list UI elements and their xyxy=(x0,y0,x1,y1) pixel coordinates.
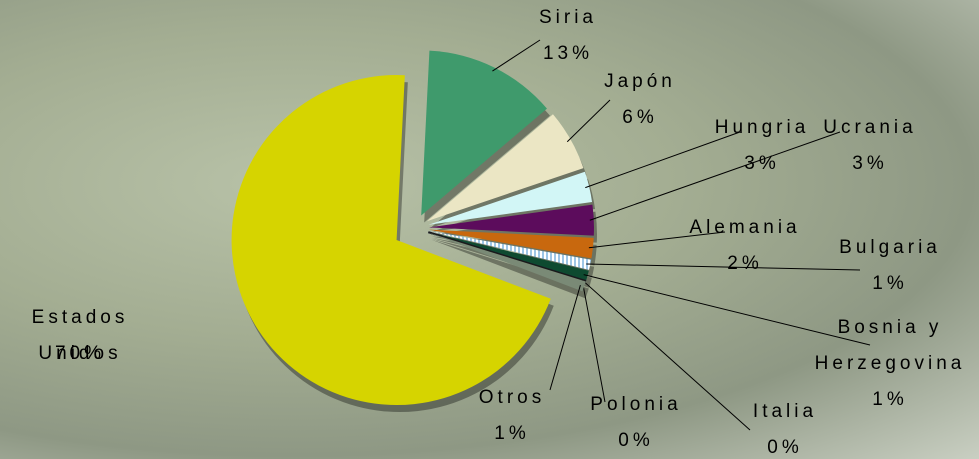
slice-value-label: 1% xyxy=(427,416,597,452)
slice-label: Japón xyxy=(555,64,725,100)
leader-line xyxy=(550,285,580,390)
slice-label: Bulgaria xyxy=(805,230,975,266)
slice-value-label: 3% xyxy=(785,146,955,182)
slice-label: Italia xyxy=(700,394,870,430)
slice-value-label: 0% xyxy=(700,430,870,459)
slice-label: Bosnia y Herzegovina xyxy=(805,310,975,382)
slice-value-label: 1% xyxy=(805,266,975,302)
slice-label: Siria xyxy=(483,0,653,36)
slice-label: Otros xyxy=(427,380,597,416)
slice-label: Ucrania xyxy=(785,110,955,146)
slice-value-label: 70% xyxy=(0,336,165,372)
chart: Siria13%Japón6%Hungria3%Ucrania3%Alemani… xyxy=(0,0,979,459)
